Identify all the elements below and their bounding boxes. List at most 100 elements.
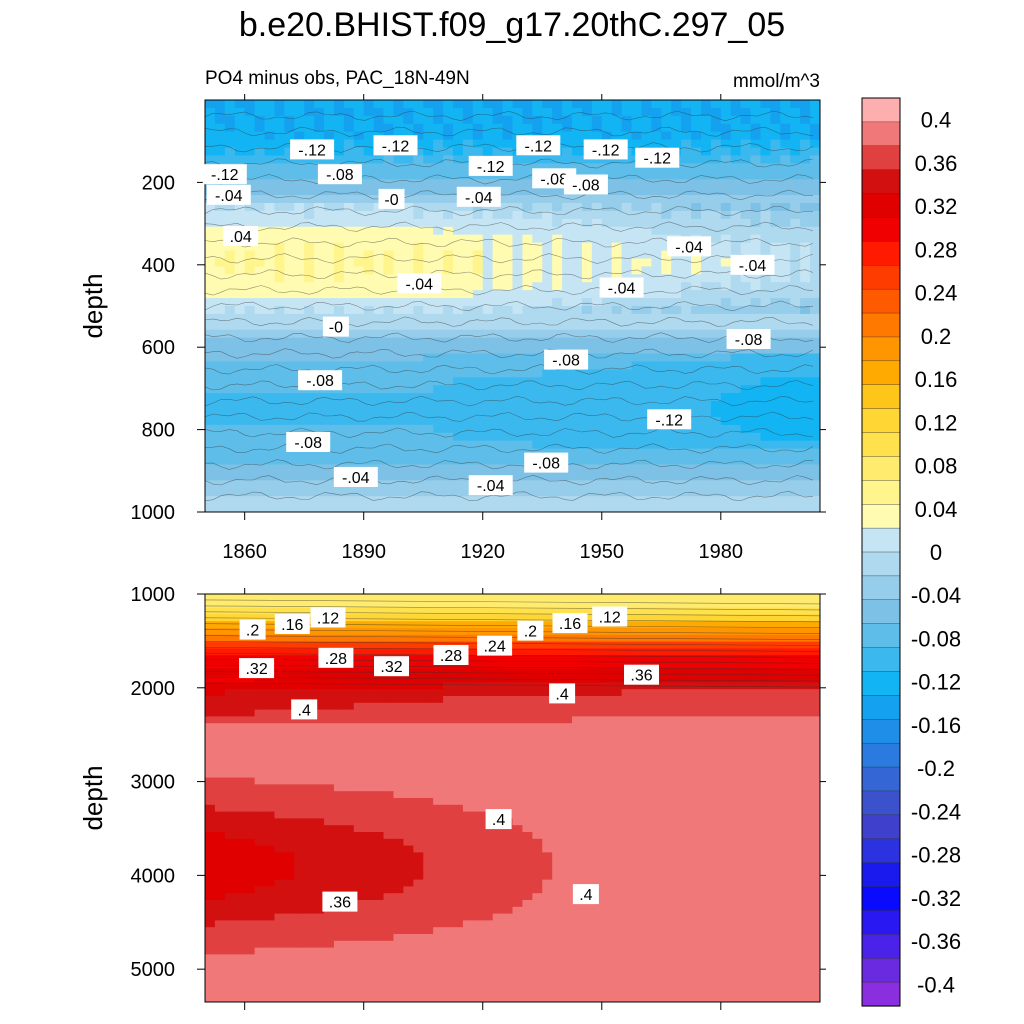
heat-cell xyxy=(413,195,424,204)
heat-cell xyxy=(343,614,355,622)
heat-cell xyxy=(472,655,484,663)
heat-cell xyxy=(462,757,474,765)
heat-cell xyxy=(314,594,325,602)
heat-cell xyxy=(314,282,325,291)
heat-cell xyxy=(244,123,256,133)
heat-cell xyxy=(314,115,325,125)
heat-cell xyxy=(462,472,474,481)
heat-cell xyxy=(244,409,256,418)
heat-cell xyxy=(532,329,543,339)
heat-cell xyxy=(224,730,236,738)
heat-cell xyxy=(423,321,434,331)
heat-cell xyxy=(522,290,533,299)
heat-cell xyxy=(651,345,662,355)
heat-cell xyxy=(284,242,295,252)
heat-cell xyxy=(502,210,514,220)
heat-cell xyxy=(720,107,732,117)
heat-cell xyxy=(611,115,623,125)
heat-cell xyxy=(333,409,345,418)
heat-cell xyxy=(790,131,801,141)
heat-cell xyxy=(512,716,524,724)
heat-cell xyxy=(343,306,355,315)
heat-cell xyxy=(393,416,404,426)
heat-cell xyxy=(601,313,613,323)
heat-cell xyxy=(304,668,315,677)
heat-cell xyxy=(572,123,583,133)
heat-cell xyxy=(790,266,801,275)
contour-label: -.12 xyxy=(583,139,628,160)
heat-cell xyxy=(413,488,424,497)
heat-cell xyxy=(512,203,524,212)
heat-cell xyxy=(423,210,434,220)
heat-cell xyxy=(681,163,692,172)
heat-cell xyxy=(383,464,395,473)
heat-cell xyxy=(750,250,762,260)
heat-cell xyxy=(413,416,424,426)
heat-cell xyxy=(770,456,781,466)
heat-cell xyxy=(353,210,365,220)
heat-cell xyxy=(353,234,365,244)
heat-cell xyxy=(205,321,216,331)
heat-cell xyxy=(224,655,236,663)
heat-cell xyxy=(383,409,395,418)
heat-cell xyxy=(363,648,375,656)
heat-cell xyxy=(661,226,672,236)
contour-label-bg xyxy=(206,184,251,205)
heat-cell xyxy=(760,480,771,489)
heat-cell xyxy=(631,716,643,724)
heat-cell xyxy=(591,634,603,643)
heat-cell xyxy=(244,424,256,434)
heat-cell xyxy=(294,226,305,236)
heat-cell xyxy=(482,226,494,236)
heat-cell xyxy=(433,764,444,772)
heat-cell xyxy=(790,337,801,347)
heat-cell xyxy=(452,377,464,386)
heat-cell xyxy=(770,750,781,758)
heat-cell xyxy=(452,123,464,133)
heat-cell xyxy=(730,607,742,615)
heat-cell xyxy=(472,723,484,731)
heat-cell xyxy=(810,456,820,466)
heat-cell xyxy=(462,621,474,629)
heat-cell xyxy=(393,250,404,260)
heat-cell xyxy=(423,107,434,117)
heat-cell xyxy=(492,655,504,663)
heat-cell xyxy=(760,155,771,164)
heat-cell xyxy=(760,448,771,458)
heat-cell xyxy=(452,107,464,117)
heat-cell xyxy=(601,163,613,172)
heat-cell xyxy=(720,723,732,731)
heat-cell xyxy=(512,210,524,220)
heat-cell xyxy=(552,274,563,283)
heat-cell xyxy=(770,274,781,283)
heat-cell xyxy=(691,195,702,204)
heat-cell xyxy=(333,675,345,683)
heat-cell xyxy=(452,321,464,331)
heat-cell xyxy=(710,210,722,220)
heat-cell xyxy=(661,385,672,394)
heat-cell xyxy=(691,100,702,109)
heat-cell xyxy=(720,432,732,442)
heat-cell xyxy=(413,147,424,157)
heat-cell xyxy=(462,600,474,609)
heat-cell xyxy=(810,472,820,481)
heat-cell xyxy=(234,764,246,772)
heat-cell xyxy=(601,345,613,355)
heat-cell xyxy=(234,472,246,481)
heat-cell xyxy=(502,218,514,228)
heat-cell xyxy=(314,702,325,711)
heat-cell xyxy=(264,736,276,745)
heat-cell xyxy=(234,716,246,724)
heat-cell xyxy=(254,709,266,717)
heat-cell xyxy=(591,600,603,609)
heat-cell xyxy=(452,716,464,724)
heat-cell xyxy=(730,416,742,426)
heat-cell xyxy=(671,131,682,141)
heat-cell xyxy=(393,266,404,275)
heat-cell xyxy=(591,345,603,355)
heat-cell xyxy=(512,171,524,180)
heat-cell xyxy=(205,743,216,751)
heat-cell xyxy=(522,313,533,323)
heat-cell xyxy=(522,195,533,204)
heat-cell xyxy=(482,385,494,394)
